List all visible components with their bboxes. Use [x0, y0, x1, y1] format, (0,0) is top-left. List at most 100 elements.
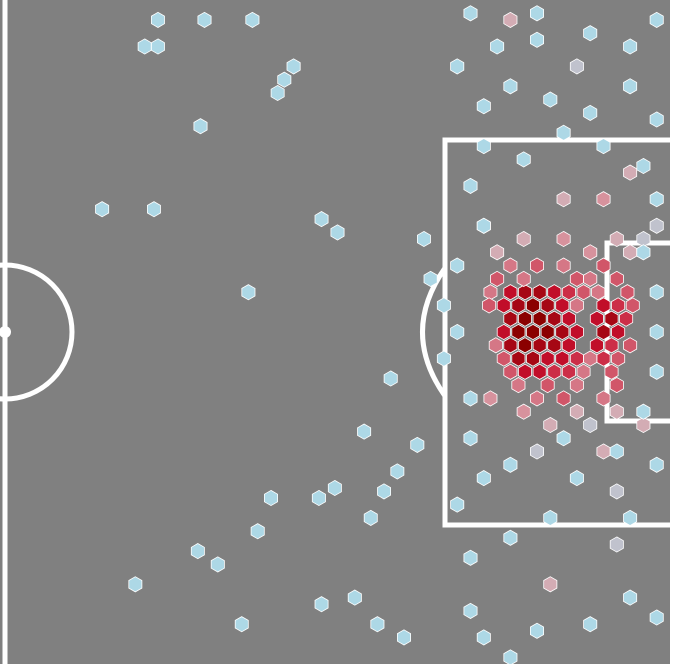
- hexbin: [314, 596, 329, 613]
- hexbin: [503, 649, 518, 664]
- hexbin: [569, 323, 584, 341]
- hexbin: [649, 217, 664, 234]
- hexbin: [611, 350, 626, 367]
- hexbin: [390, 463, 405, 480]
- hexbin: [596, 350, 611, 367]
- hexbin: [526, 297, 540, 314]
- hexbin: [137, 38, 152, 55]
- hexbin: [540, 350, 555, 367]
- hexbin: [649, 363, 664, 380]
- hexbin: [583, 616, 598, 633]
- hexbin: [463, 5, 478, 22]
- hexbin: [611, 323, 626, 341]
- hexbin: [636, 416, 651, 434]
- hexbin: [555, 323, 570, 341]
- hexbin: [357, 423, 372, 440]
- hexbin: [526, 350, 540, 367]
- hexbin: [503, 363, 518, 380]
- hexbin: [511, 350, 526, 367]
- hexbin: [561, 363, 576, 380]
- hexbin: [569, 58, 584, 75]
- hexbin: [476, 98, 491, 115]
- hexbin: [450, 496, 465, 513]
- hexbin: [496, 350, 511, 367]
- hexbin: [128, 576, 143, 593]
- hexbin: [241, 284, 256, 301]
- hexbin: [496, 297, 511, 314]
- hexbin: [190, 543, 205, 560]
- hexbin: [583, 350, 598, 367]
- penalty-box: [442, 137, 670, 528]
- hexbin: [347, 589, 362, 606]
- hexbin: [490, 270, 505, 287]
- hexbin: [518, 337, 532, 354]
- hexbin: [363, 509, 378, 526]
- hexbin: [277, 71, 292, 88]
- hexbin: [488, 337, 503, 354]
- hexbin: [483, 390, 498, 407]
- hexbin: [286, 58, 301, 75]
- hexbin: [604, 310, 619, 327]
- hexbin: [314, 211, 329, 228]
- hexbin: [530, 622, 544, 639]
- hexbin: [609, 536, 624, 553]
- hexbin: [543, 91, 558, 108]
- hexbin: [245, 11, 260, 28]
- hexbin: [623, 509, 638, 526]
- hexbin: [649, 456, 664, 473]
- hexbin: [547, 363, 562, 380]
- hexbin: [503, 529, 518, 546]
- center-circle: [0, 262, 75, 402]
- hexbin: [330, 224, 345, 241]
- hexbin: [561, 337, 576, 354]
- hexbin: [463, 602, 478, 619]
- hexbin: [609, 377, 624, 394]
- hexbin: [556, 124, 571, 141]
- hexbin: [583, 25, 598, 42]
- hexbin: [150, 11, 165, 28]
- hexbin: [450, 323, 465, 341]
- hexbin: [636, 244, 651, 261]
- hexbin: [583, 244, 598, 261]
- hexbin: [609, 403, 624, 420]
- hexbin: [476, 470, 491, 487]
- hexbin: [532, 284, 547, 301]
- hexbin: [555, 297, 570, 314]
- hexbin: [450, 58, 465, 75]
- hexbin: [543, 416, 558, 434]
- hexbin: [609, 443, 624, 460]
- hexbin: [611, 297, 626, 314]
- hexbin: [263, 489, 279, 507]
- hexbin: [416, 230, 431, 248]
- hexbin: [503, 78, 518, 95]
- center-spot: [0, 326, 11, 338]
- hexbin: [569, 297, 584, 314]
- hexbin: [463, 430, 478, 447]
- hexbin: [250, 523, 265, 540]
- hexbin: [609, 270, 624, 287]
- hexbin: [476, 138, 491, 155]
- hexbin: [516, 403, 531, 420]
- hexbin: [591, 284, 606, 301]
- hexbin: [623, 164, 638, 181]
- hexbin: [596, 323, 611, 341]
- hexbin: [540, 323, 555, 341]
- hexbin: [589, 337, 604, 354]
- hexbin: [530, 390, 544, 407]
- hexbin: [197, 11, 212, 28]
- hexbin: [569, 377, 584, 394]
- hexbin: [496, 323, 511, 341]
- hexbin: [561, 310, 576, 327]
- hexbin: [636, 157, 651, 175]
- hexbin: [463, 390, 478, 407]
- hexbin: [547, 337, 562, 354]
- hexbin: [649, 11, 664, 28]
- hexbin: [234, 616, 249, 633]
- hexbin: [193, 118, 208, 135]
- hexbin: [516, 230, 531, 248]
- hexbin: [561, 284, 576, 301]
- hexbin: [583, 270, 598, 287]
- hexbin: [583, 416, 598, 434]
- hexbin: [556, 390, 571, 407]
